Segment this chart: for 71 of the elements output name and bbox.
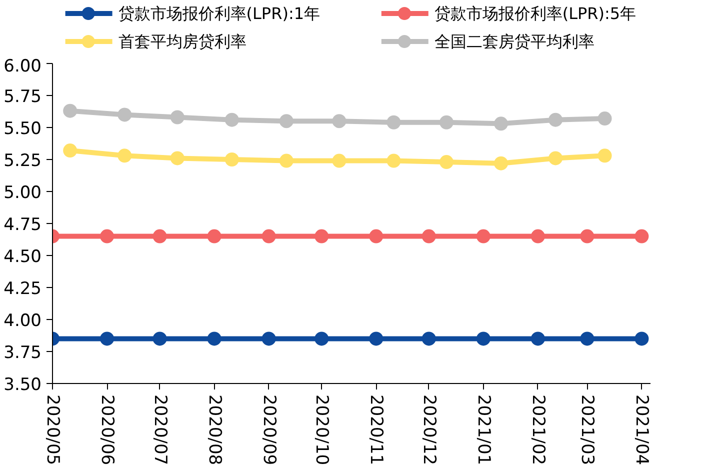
point [207,229,222,244]
point [170,110,184,124]
point [118,108,132,122]
point [439,155,454,170]
y-tick-label: 4.75 [4,215,42,235]
legend-label: 贷款市场报价利率(LPR):1年 [118,4,320,23]
y-tick-label: 4.25 [4,279,42,299]
point [100,332,114,346]
point [386,154,401,168]
point [63,144,78,158]
point [152,332,167,346]
point [598,148,612,163]
y-tick-label: 4.00 [4,311,42,331]
x-tick-label: 2020/09 [258,394,279,466]
x-tick-label: 2020/08 [204,394,224,466]
x-tick-label: 2020/12 [418,394,439,466]
point [262,332,276,346]
y-tick-label: 5.75 [4,87,42,107]
point [548,112,563,127]
point [224,112,239,127]
point [279,154,294,168]
x-tick-label: 2020/10 [312,394,332,466]
y-tick-label: 6.00 [4,56,42,76]
point [580,332,594,346]
x-tick-label: 2021/04 [632,394,652,466]
y-tick-label: 4.50 [4,247,42,267]
point [224,152,239,166]
point [422,229,436,244]
point [439,115,454,130]
legend-label: 首套平均房贷利率 [118,32,246,51]
point [580,229,594,244]
point [634,229,649,244]
x-tick-label: 2020/06 [97,394,118,466]
y-tick-label: 5.00 [4,183,42,203]
point [63,104,78,118]
point [369,229,384,244]
point [494,116,508,131]
y-tick-label: 5.50 [4,119,42,139]
point [207,332,222,346]
point [100,229,114,244]
y-tick-label: 3.50 [4,375,42,395]
point [598,112,612,126]
x-tick-label: 2021/02 [528,394,548,466]
point [369,332,384,346]
x-tick-label: 2020/11 [366,394,386,466]
point [170,151,184,166]
x-tick-label: 2021/03 [577,394,598,466]
y-tick-label: 3.75 [4,343,42,363]
x-tick-label: 2021/01 [473,394,494,466]
point [530,332,545,346]
point [332,154,346,168]
point [314,332,329,346]
legend-label: 贷款市场报价利率(LPR):5年 [434,4,636,23]
point [476,229,490,244]
point [332,114,346,128]
legend-label: 全国二套房贷平均利率 [434,32,594,51]
point [279,114,294,128]
point [548,151,563,166]
point [262,229,276,244]
point [422,332,436,346]
point [386,115,401,130]
point [494,156,508,170]
point [118,148,132,163]
point [476,332,490,346]
point [152,229,167,244]
x-tick-label: 2020/07 [150,394,170,466]
y-tick-label: 5.25 [4,151,42,171]
point [634,332,649,346]
x-tick-label: 2020/05 [42,394,62,466]
point [314,229,329,244]
point [530,229,545,244]
